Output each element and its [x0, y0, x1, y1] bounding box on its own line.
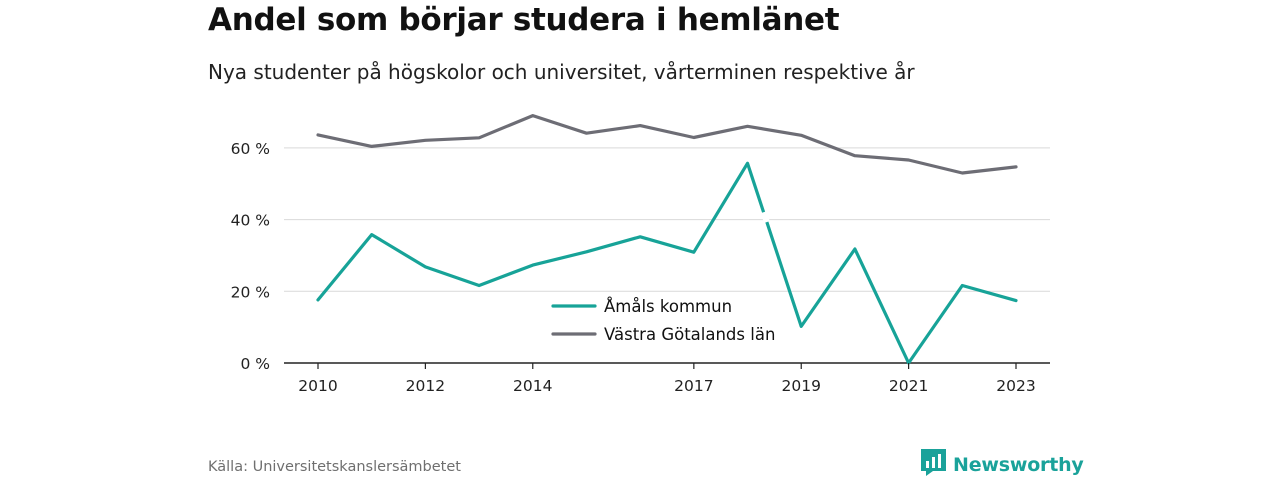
brand-logo[interactable]: Newsworthy [921, 449, 1084, 480]
gridlines [284, 147, 1050, 364]
y-axis-ticks: 0 % 20 % 40 % 60 % [231, 140, 270, 373]
chart-title: Andel som börjar studera i hemlänet [208, 2, 840, 38]
legend-label: Åmåls kommun [604, 297, 732, 316]
series-gap [760, 211, 770, 223]
y-tick-label: 0 % [240, 355, 270, 373]
y-tick-label: 20 % [231, 283, 270, 301]
x-tick-label: 2023 [996, 377, 1035, 395]
x-tick-label: 2017 [674, 377, 713, 395]
legend-label: Västra Götalands län [604, 325, 775, 344]
chart-subtitle: Nya studenter på högskolor och universit… [208, 60, 915, 84]
series-line [316, 114, 1018, 175]
x-tick-label: 2010 [298, 377, 337, 395]
brand-name: Newsworthy [953, 453, 1084, 476]
series-lines [316, 114, 1018, 365]
legend: Åmåls kommun Västra Götalands län [551, 297, 775, 344]
x-tick-label: 2019 [782, 377, 821, 395]
source-note: Källa: Universitetskanslersämbetet [208, 459, 461, 475]
newsworthy-logo-icon [921, 449, 946, 480]
x-axis-ticks: 2010 2012 2014 2017 2019 2021 2023 [298, 363, 1036, 395]
x-tick-label: 2021 [889, 377, 928, 395]
y-tick-label: 60 % [231, 140, 270, 158]
series-line [316, 161, 1018, 365]
x-tick-label: 2014 [513, 377, 552, 395]
x-tick-label: 2012 [406, 377, 445, 395]
y-tick-label: 40 % [231, 212, 270, 230]
